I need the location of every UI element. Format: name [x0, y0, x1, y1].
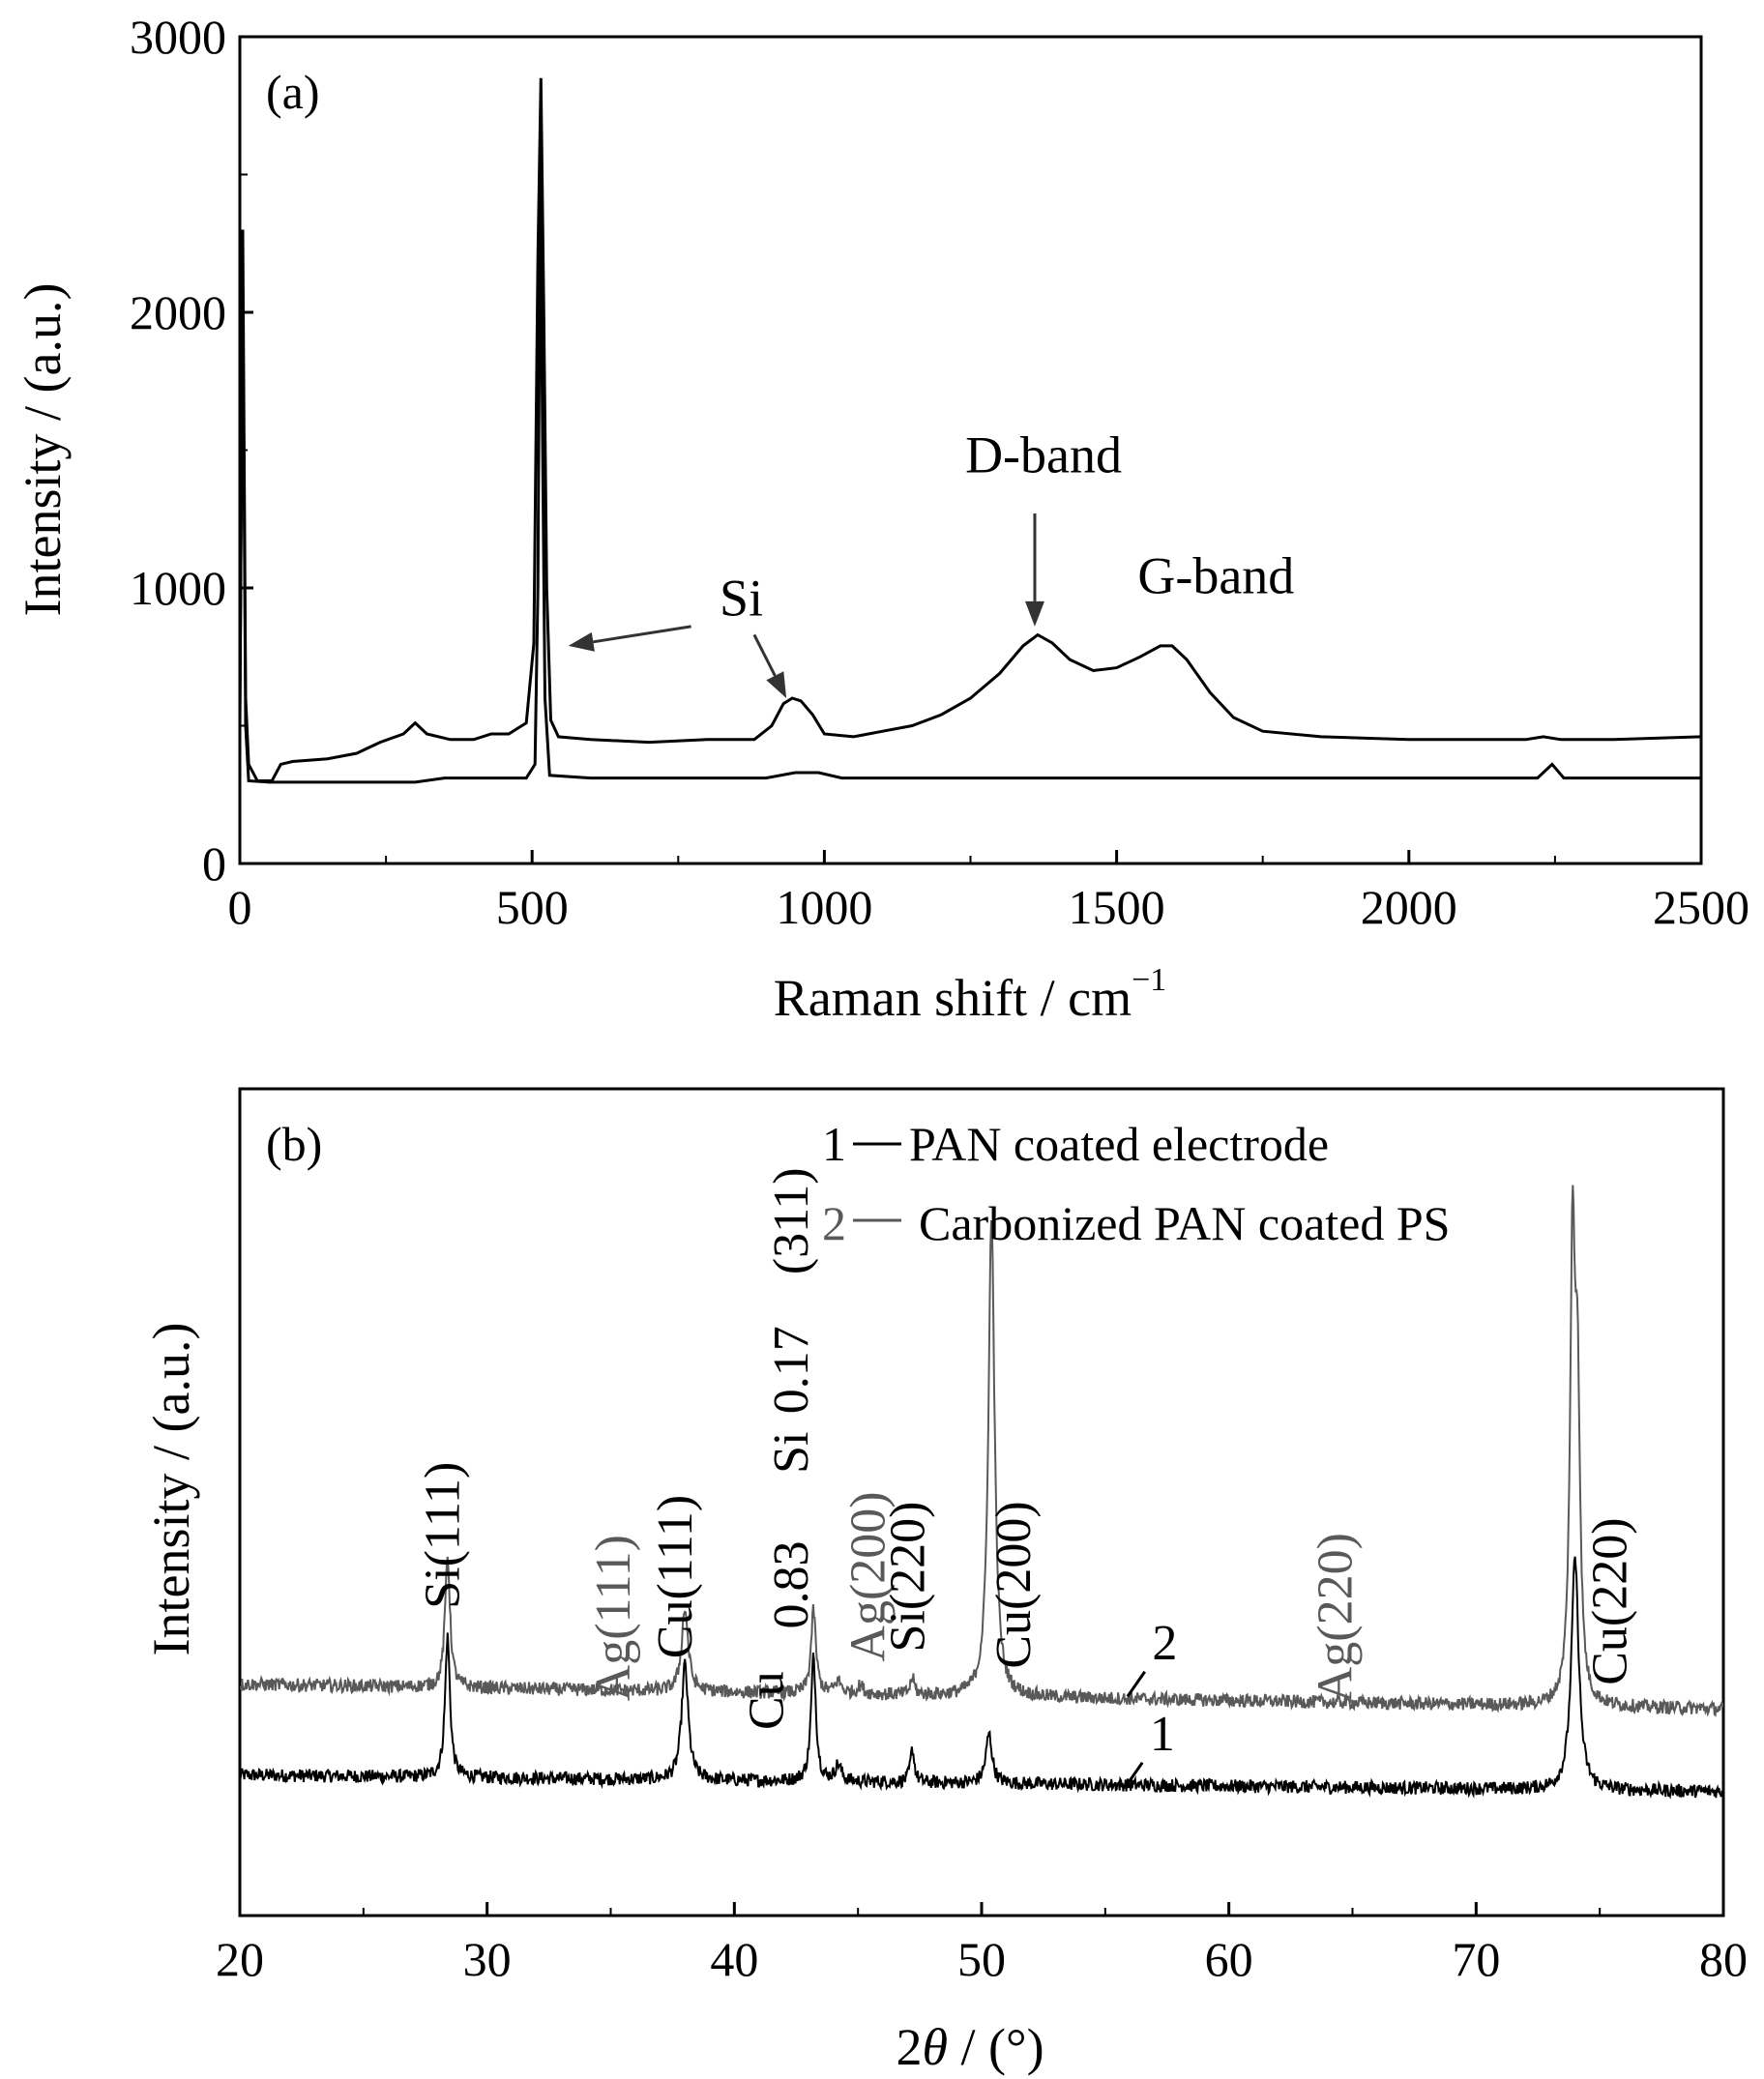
- raman-y-tick-label: 2000: [130, 285, 226, 339]
- xrd-x-tick-label: 40: [710, 1932, 758, 1986]
- xrd-peak-label: Cu(200): [986, 1501, 1042, 1668]
- panel-label-a: (a): [266, 65, 320, 119]
- xrd-x-tick-label: 20: [216, 1932, 264, 1986]
- xrd-x-axis-unit: / (°): [948, 2018, 1044, 2076]
- raman-y-tick-label: 0: [202, 836, 226, 891]
- xrd-peak-label: Si(220): [880, 1502, 935, 1653]
- xrd-x-tick-label: 30: [463, 1932, 512, 1986]
- raman-annotation: Si: [720, 570, 763, 628]
- xrd-x-axis-label: 2θ / (°): [896, 2018, 1044, 2076]
- raman-annotations: Si D-band G-band: [720, 425, 1294, 627]
- raman-x-tick-label: 500: [496, 880, 569, 934]
- xrd-x-axis-prefix: 2: [896, 2018, 922, 2076]
- raman-arrow-head: [568, 631, 595, 652]
- legend-label-2: Carbonized PAN coated PS: [919, 1196, 1451, 1250]
- xrd-series-number-label: 2: [1152, 1616, 1177, 1671]
- xrd-series-group: [240, 1185, 1723, 1800]
- legend-marker-1: 1: [822, 1117, 846, 1171]
- xrd-peak-label: 0.17: [764, 1326, 819, 1414]
- xrd-peak-label: Si(111): [416, 1462, 471, 1609]
- raman-y-ticks: 0 1000 2000 3000: [130, 10, 253, 891]
- xrd-peak-label: Cu(111): [648, 1495, 703, 1658]
- xrd-peak-label: Ag(220): [1308, 1533, 1364, 1703]
- xrd-x-axis-theta: θ: [922, 2018, 948, 2076]
- raman-annotation: D-band: [965, 425, 1122, 483]
- raman-x-ticks: 0 500 1000 1500 2000 2500: [228, 850, 1749, 934]
- raman-arrow-shaft: [752, 633, 777, 677]
- raman-x-tick-label: 0: [228, 880, 252, 934]
- raman-annotation: G-band: [1137, 547, 1294, 605]
- xrd-series-label-pointer: [1124, 1761, 1144, 1789]
- raman-panel: Si D-band G-band 0 500 1000 1500 2000 2500 0 100…: [14, 10, 1749, 1027]
- raman-x-axis-text: Raman shift / cm: [774, 969, 1132, 1027]
- xrd-panel: Si(111) Ag(111) Cu(111) Cu 0.83 Si 0.17 (311) Ag…: [142, 1087, 1748, 2076]
- xrd-peak-label: Cu(220): [1582, 1517, 1637, 1684]
- raman-y-tick-label: 1000: [130, 561, 226, 615]
- xrd-x-tick-label: 50: [957, 1932, 1006, 1986]
- raman-x-axis-exponent: −1: [1132, 962, 1166, 998]
- raman-x-tick-label: 2500: [1653, 880, 1749, 934]
- panel-label-b: (b): [266, 1117, 322, 1171]
- raman-arrow-head: [1024, 600, 1044, 627]
- raman-arrows: [568, 513, 1044, 698]
- xrd-x-ticks: 20 30 40 50 60 70 80: [216, 1902, 1748, 1986]
- xrd-peak-label: Ag(200): [840, 1491, 896, 1661]
- xrd-peak-labels: Si(111) Ag(111) Cu(111) Cu 0.83 Si 0.17 (311) Ag…: [416, 1167, 1638, 1730]
- raman-x-tick-label: 1500: [1069, 880, 1165, 934]
- raman-arrow-head: [766, 671, 787, 698]
- xrd-x-tick-label: 80: [1699, 1932, 1748, 1986]
- xrd-series-label-pointer: [1126, 1670, 1146, 1698]
- xrd-x-tick-label: 60: [1205, 1932, 1253, 1986]
- raman-y-tick-label: 3000: [130, 10, 226, 64]
- raman-series-group: [240, 77, 1701, 784]
- raman-spectrum-1: [240, 77, 1701, 782]
- xrd-peak-label: Ag(111): [586, 1535, 641, 1701]
- xrd-peak-label: (311): [764, 1167, 819, 1274]
- raman-x-axis-label: Raman shift / cm−1: [774, 962, 1167, 1027]
- xrd-series-number-label: 1: [1150, 1707, 1175, 1762]
- xrd-pattern-1: [240, 1556, 1723, 1800]
- raman-arrow-shaft: [593, 625, 691, 644]
- raman-spectrum-2: [240, 174, 1701, 784]
- xrd-y-axis-label: Intensity / (a.u.): [142, 1323, 200, 1656]
- xrd-series-labels: 21: [1124, 1616, 1177, 1789]
- xrd-peak-label: 0.83: [764, 1541, 819, 1629]
- legend-marker-2: 2: [822, 1196, 846, 1250]
- raman-x-tick-label: 2000: [1361, 880, 1457, 934]
- xrd-peak-label: Cu: [740, 1671, 795, 1730]
- xrd-pattern-2: [240, 1185, 1723, 1717]
- xrd-legend: 1 PAN coated electrode 2 Carbonized PAN …: [822, 1117, 1451, 1250]
- legend-label-1: PAN coated electrode: [909, 1117, 1329, 1171]
- xrd-peak-label: Si: [764, 1432, 819, 1474]
- xrd-x-tick-label: 70: [1452, 1932, 1500, 1986]
- raman-y-axis-label: Intensity / (a.u.): [14, 283, 72, 617]
- raman-x-tick-label: 1000: [776, 880, 872, 934]
